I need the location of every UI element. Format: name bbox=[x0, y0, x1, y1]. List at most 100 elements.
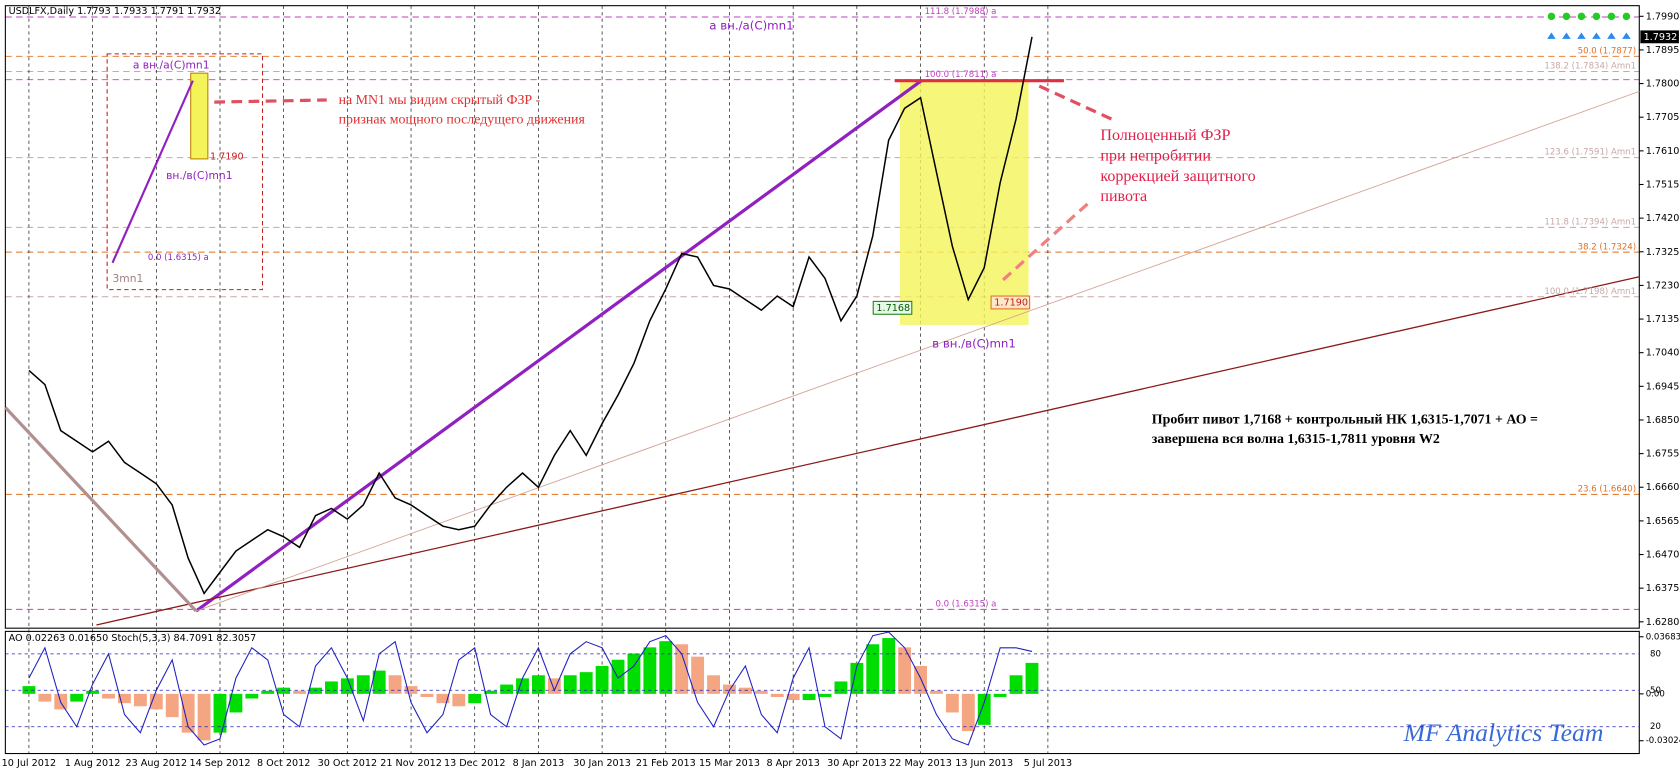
ao-bar bbox=[181, 693, 195, 733]
y-tick-label: 1.7705 bbox=[1646, 112, 1680, 123]
ao-bar bbox=[659, 641, 673, 694]
ao-bar bbox=[723, 684, 736, 694]
x-tick-label: 10 Jul 2012 bbox=[2, 758, 56, 769]
y-tick-label: 1.7895 bbox=[1646, 45, 1680, 56]
ao-bar bbox=[436, 693, 450, 704]
inset-label: 0.0 (1.6315) a bbox=[148, 253, 209, 263]
decline-line bbox=[4, 406, 198, 613]
pivot-box bbox=[990, 295, 1031, 310]
ao-bar bbox=[372, 670, 386, 694]
indicator-pane bbox=[4, 630, 1640, 755]
note: пивота bbox=[1100, 188, 1147, 205]
ao-bar bbox=[977, 693, 991, 725]
ao-bar bbox=[133, 693, 147, 707]
ao-bar bbox=[961, 693, 975, 732]
ao-bar bbox=[38, 693, 52, 702]
fib-label: 111.8 (1.7988) a bbox=[925, 7, 997, 17]
ao-bar bbox=[420, 693, 434, 697]
ao-bar bbox=[1025, 662, 1039, 694]
ao-bar bbox=[627, 653, 641, 694]
ao-bar bbox=[691, 656, 705, 694]
arrow bbox=[214, 98, 327, 104]
y-tick-label: 1.6755 bbox=[1646, 449, 1680, 460]
inset-label: 1.7190 bbox=[210, 152, 244, 163]
y-tick-label: 0.00 bbox=[1646, 689, 1665, 699]
signal-dots bbox=[1547, 12, 1631, 21]
ao-bar bbox=[818, 693, 832, 697]
ao-bar bbox=[945, 693, 959, 713]
ao-bar bbox=[325, 681, 338, 694]
ao-bar bbox=[930, 690, 943, 694]
fib-label: 0.0 (1.6315) a bbox=[935, 600, 996, 610]
ao-bar bbox=[738, 687, 752, 694]
ao-bar bbox=[898, 647, 912, 694]
inset-label: 3mn1 bbox=[113, 272, 144, 285]
watermark: MF Analytics Team bbox=[1403, 718, 1604, 747]
channel-line bbox=[195, 90, 1640, 612]
pivot-label: 1.7168 bbox=[876, 303, 910, 314]
note: признак мощного последущего движения bbox=[339, 113, 586, 128]
ao-bar bbox=[245, 693, 259, 699]
pivot-box bbox=[872, 300, 913, 315]
inset-frame bbox=[106, 53, 264, 291]
x-tick-label: 21 Feb 2013 bbox=[636, 758, 696, 769]
y-tick-label: 1.6280 bbox=[1646, 617, 1680, 628]
ao-bar bbox=[22, 686, 36, 694]
ao-bar bbox=[754, 690, 768, 694]
ao-bar bbox=[86, 690, 100, 694]
ao-bar bbox=[309, 687, 322, 694]
x-tick-label: 21 Nov 2012 bbox=[380, 758, 442, 769]
trend-line bbox=[195, 79, 923, 613]
ao-bar bbox=[611, 659, 625, 694]
price-pane bbox=[4, 5, 1640, 629]
ao-bar bbox=[261, 690, 275, 694]
x-tick-label: 30 Apr 2013 bbox=[827, 758, 887, 769]
stoch-line bbox=[28, 631, 1033, 746]
price-tag bbox=[1640, 30, 1679, 44]
price-line bbox=[28, 36, 1033, 595]
ao-bar bbox=[866, 644, 880, 694]
ao-bar bbox=[500, 684, 513, 694]
y-tick-label: -0.03024 bbox=[1646, 736, 1680, 746]
note: Пробит пивот 1,7168 + контрольный НК 1,6… bbox=[1152, 413, 1538, 428]
fib-label: 50.0 (1.7877) bbox=[1578, 46, 1636, 56]
y-tick-label: 1.6375 bbox=[1646, 583, 1680, 594]
y-tick-label: 1.7040 bbox=[1646, 348, 1680, 359]
note: Полноценный ФЗР bbox=[1100, 127, 1230, 144]
ao-bar bbox=[850, 662, 864, 694]
inset-zone bbox=[190, 72, 209, 160]
ao-bar bbox=[786, 693, 800, 701]
indicator-title: AO 0.02263 0.01650 Stoch(5,3,3) 84.7091 … bbox=[9, 633, 257, 644]
note: завершена вся волна 1,6315-1,7811 уровня… bbox=[1152, 432, 1440, 447]
x-tick-label: 30 Oct 2012 bbox=[318, 758, 378, 769]
ao-bar bbox=[102, 693, 115, 699]
note: при непробитии bbox=[1100, 147, 1211, 164]
inset-label: вн./в(С)mn1 bbox=[166, 169, 232, 182]
note: на MN1 мы видим скрытый ФЗР - bbox=[339, 93, 541, 108]
signal-arrows bbox=[1547, 32, 1631, 39]
ao-bar bbox=[516, 678, 529, 694]
y-tick-label: 1.7230 bbox=[1646, 280, 1680, 291]
ao-bar bbox=[643, 647, 657, 694]
y-tick-label: 1.7515 bbox=[1646, 179, 1680, 190]
ao-bar bbox=[197, 693, 211, 741]
y-tick-label: 1.6850 bbox=[1646, 415, 1680, 426]
y-tick-label: 1.6660 bbox=[1646, 482, 1680, 493]
x-tick-label: 30 Jan 2013 bbox=[573, 758, 631, 769]
x-tick-label: 8 Jan 2013 bbox=[513, 758, 565, 769]
ao-bar bbox=[1009, 675, 1023, 694]
price-tag-label: 1.7932 bbox=[1644, 32, 1678, 43]
ao-bar bbox=[882, 638, 896, 694]
ao-bar bbox=[213, 693, 227, 733]
wave-label: в вн./в(С)mn1 bbox=[932, 337, 1016, 351]
ao-bar bbox=[834, 681, 848, 694]
ao-bar bbox=[531, 675, 545, 694]
fib-label: 38.2 (1.7324) bbox=[1578, 242, 1636, 252]
ao-bar bbox=[579, 672, 593, 694]
fib-label: 100.0 (1.7198) Amn1 bbox=[1544, 287, 1636, 297]
y2-tick-label: 20 bbox=[1650, 722, 1661, 732]
ao-bar bbox=[484, 690, 498, 694]
wave-label: а вн./а(С)mn1 bbox=[709, 19, 793, 33]
